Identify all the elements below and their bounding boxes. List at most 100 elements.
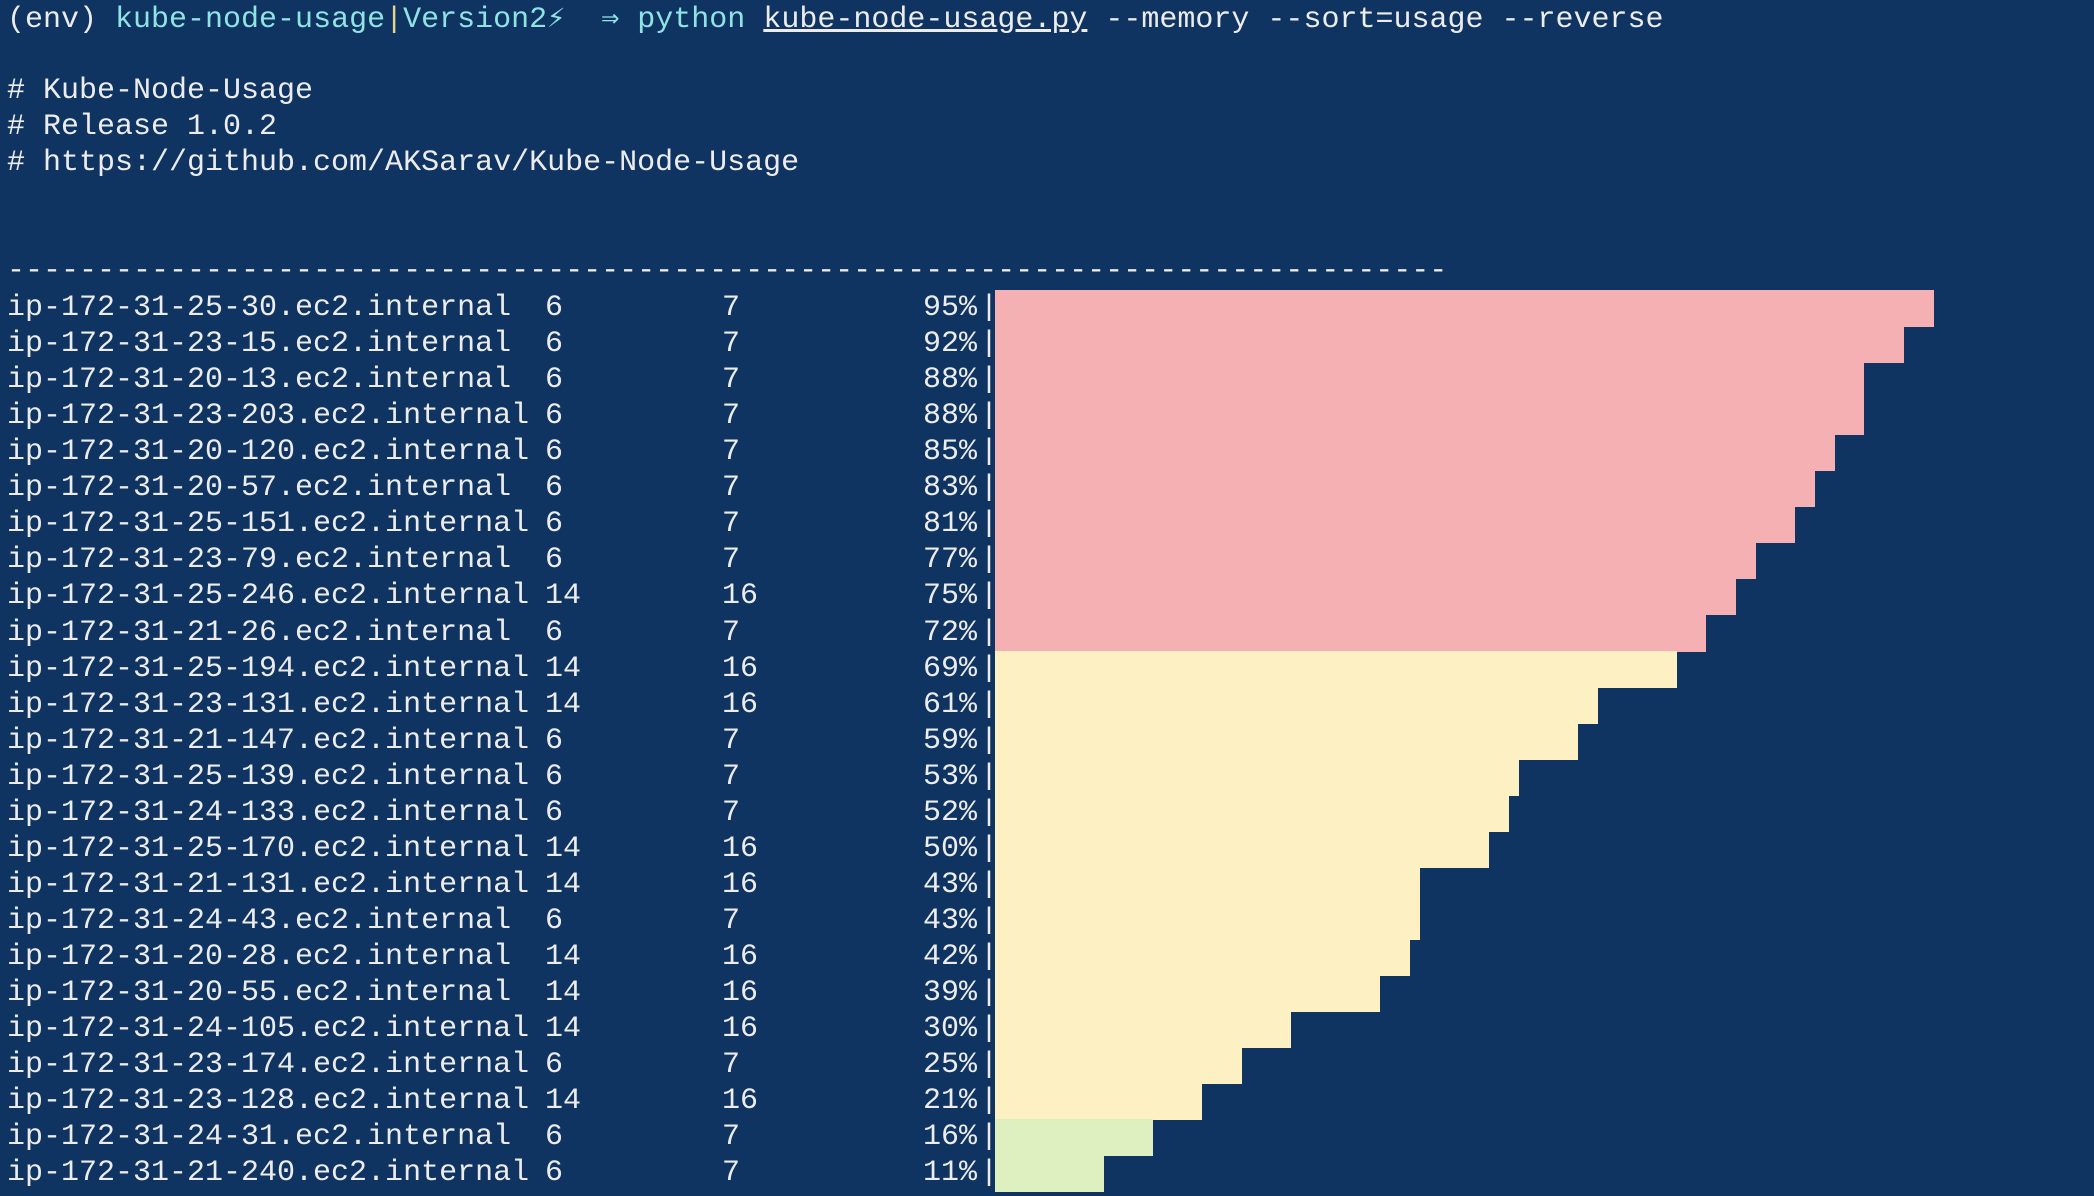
col-a: 14 — [545, 940, 582, 975]
usage-label: 52% — [922, 795, 977, 830]
col-a: 6 — [545, 543, 564, 578]
col-b: 7 — [722, 471, 741, 506]
col-a: 14 — [545, 867, 582, 902]
node-name: ip-172-31-23-174.ec2.internal — [7, 1048, 530, 1083]
bar — [995, 542, 1756, 580]
bar — [995, 290, 1934, 327]
usage-label: 85% — [922, 435, 977, 470]
usage-label: 83% — [922, 471, 977, 506]
col-a: 6 — [545, 399, 564, 434]
usage-label: 59% — [922, 723, 977, 758]
col-b: 7 — [722, 723, 741, 758]
col-a: 6 — [545, 795, 564, 830]
bar — [995, 1083, 1203, 1121]
separator: | — [980, 291, 999, 325]
col-a: 14 — [545, 1012, 582, 1047]
bar — [995, 903, 1420, 941]
col-b: 7 — [722, 291, 741, 325]
col-a: 6 — [545, 615, 564, 650]
usage-label: 61% — [922, 687, 977, 722]
bar — [995, 722, 1578, 760]
node-name: ip-172-31-20-13.ec2.internal — [7, 363, 512, 398]
col-b: 7 — [722, 904, 741, 939]
usage-label: 72% — [922, 615, 977, 650]
bar — [995, 506, 1796, 544]
usage-label: 53% — [922, 759, 977, 794]
col-b: 7 — [722, 615, 741, 650]
bar — [995, 362, 1865, 400]
separator: | — [980, 1120, 999, 1155]
separator: | — [980, 723, 999, 758]
usage-label: 11% — [922, 1156, 977, 1191]
separator: | — [980, 615, 999, 650]
col-b: 7 — [722, 795, 741, 830]
node-name: ip-172-31-25-30.ec2.internal — [7, 291, 512, 325]
separator: | — [980, 1012, 999, 1047]
col-a: 14 — [545, 651, 582, 686]
col-a: 6 — [545, 471, 564, 506]
prompt-line: (env) kube-node-usage|Version2⚡ ⇒ python… — [7, 2, 1664, 38]
branch: Version2⚡ — [403, 3, 566, 37]
col-a: 6 — [545, 904, 564, 939]
col-b: 16 — [722, 579, 759, 614]
col-b: 16 — [722, 831, 759, 866]
usage-label: 95% — [922, 291, 977, 325]
col-a: 6 — [545, 759, 564, 794]
usage-label: 21% — [922, 1084, 977, 1119]
col-b: 16 — [722, 1084, 759, 1119]
bar — [995, 1119, 1154, 1157]
col-a: 6 — [545, 507, 564, 542]
usage-label: 92% — [922, 327, 977, 362]
arrow: ⇒ — [601, 3, 620, 37]
col-a: 6 — [545, 1120, 564, 1155]
node-name: ip-172-31-20-120.ec2.internal — [7, 435, 530, 470]
col-b: 7 — [722, 435, 741, 470]
args: --memory --sort=usage --reverse — [1105, 3, 1664, 37]
bar — [995, 758, 1519, 796]
node-name: ip-172-31-23-15.ec2.internal — [7, 327, 512, 362]
usage-label: 25% — [922, 1048, 977, 1083]
col-a: 6 — [545, 327, 564, 362]
col-a: 6 — [545, 435, 564, 470]
bar — [995, 398, 1865, 436]
bar — [995, 1047, 1242, 1085]
col-b: 16 — [722, 867, 759, 902]
usage-label: 88% — [922, 399, 977, 434]
bar — [995, 975, 1381, 1013]
separator: | — [980, 327, 999, 362]
bar — [995, 650, 1677, 688]
bar — [995, 866, 1420, 904]
separator: | — [980, 831, 999, 866]
separator: | — [980, 687, 999, 722]
bar — [995, 326, 1904, 364]
separator: | — [980, 399, 999, 434]
node-name: ip-172-31-21-147.ec2.internal — [7, 723, 530, 758]
node-name: ip-172-31-21-131.ec2.internal — [7, 867, 530, 902]
node-name: ip-172-31-24-43.ec2.internal — [7, 904, 512, 939]
separator: | — [980, 759, 999, 794]
header-line: # Release 1.0.2 — [7, 110, 278, 144]
bar — [995, 470, 1816, 508]
separator: | — [980, 1048, 999, 1083]
col-a: 6 — [545, 363, 564, 398]
bar — [995, 686, 1598, 724]
separator: | — [980, 1084, 999, 1119]
col-b: 16 — [722, 1012, 759, 1047]
col-a: 14 — [545, 1084, 582, 1119]
col-b: 7 — [722, 543, 741, 578]
usage-label: 88% — [922, 363, 977, 398]
bar — [995, 578, 1736, 616]
bar — [995, 939, 1410, 977]
col-a: 6 — [545, 291, 564, 325]
node-name: ip-172-31-25-246.ec2.internal — [7, 579, 530, 614]
node-name: ip-172-31-23-131.ec2.internal — [7, 687, 530, 722]
bar — [995, 614, 1707, 652]
bar — [995, 830, 1489, 868]
col-a: 6 — [545, 1048, 564, 1083]
usage-label: 42% — [922, 940, 977, 975]
usage-label: 30% — [922, 1012, 977, 1047]
usage-label: 43% — [922, 867, 977, 902]
col-b: 7 — [722, 327, 741, 362]
separator: | — [980, 507, 999, 542]
dir: kube-node-usage — [115, 3, 386, 37]
